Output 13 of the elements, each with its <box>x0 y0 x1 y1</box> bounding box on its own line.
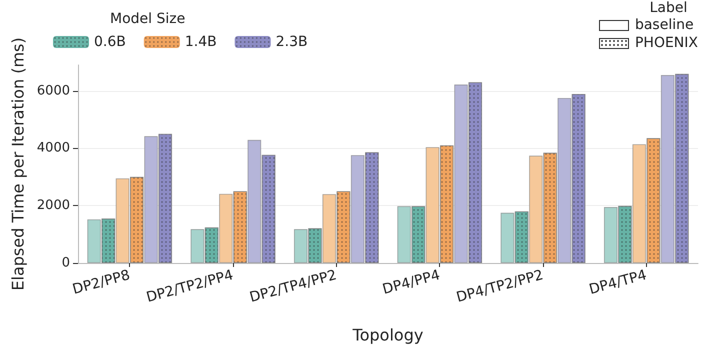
y-tick-label: 0 <box>62 256 70 270</box>
text: Model Size <box>110 11 186 27</box>
y-tick-label: 6000 <box>36 83 70 98</box>
text: baseline <box>634 17 694 33</box>
x-axis-title: Topology <box>352 326 424 344</box>
legend-label: 2.3B <box>276 34 308 50</box>
text: PHOENIX <box>634 35 698 51</box>
text: Label <box>650 0 688 16</box>
y-tick-label: 4000 <box>36 140 70 156</box>
legend-label: 0.6B <box>94 34 126 50</box>
y-axis-title: Elapsed Time per Iteration (ms) <box>8 37 28 291</box>
y-tick-label: 2000 <box>36 198 70 214</box>
legend-label: 1.4B <box>184 34 217 50</box>
